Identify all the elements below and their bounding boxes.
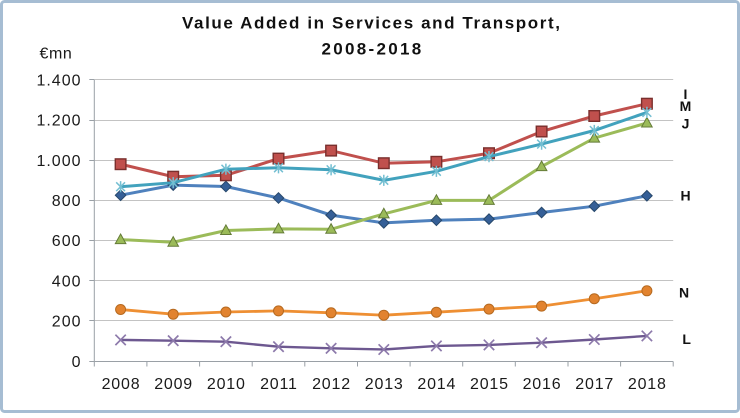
svg-text:200: 200: [52, 314, 82, 331]
svg-text:2018: 2018: [628, 376, 667, 393]
svg-text:2011: 2011: [260, 376, 298, 393]
svg-text:400: 400: [52, 273, 82, 290]
svg-text:2012: 2012: [312, 376, 351, 393]
svg-text:N: N: [679, 284, 689, 300]
svg-text:L: L: [682, 331, 691, 347]
svg-text:2010: 2010: [207, 376, 246, 393]
svg-text:1.200: 1.200: [36, 113, 81, 130]
svg-text:1.400: 1.400: [36, 72, 81, 89]
svg-text:0: 0: [72, 354, 82, 371]
svg-text:2013: 2013: [365, 376, 404, 393]
svg-text:2008-2018: 2008-2018: [322, 39, 424, 58]
svg-text:€mn: €mn: [40, 46, 73, 63]
svg-text:2015: 2015: [470, 376, 509, 393]
svg-text:800: 800: [52, 193, 82, 210]
svg-text:600: 600: [52, 233, 82, 250]
svg-text:2008: 2008: [102, 376, 141, 393]
svg-text:I: I: [684, 86, 688, 102]
svg-text:H: H: [680, 188, 690, 204]
svg-text:2016: 2016: [523, 376, 562, 393]
svg-text:M: M: [680, 98, 692, 114]
svg-text:Value Added in Services and Tr: Value Added in Services and Transport,: [182, 13, 562, 32]
svg-text:2014: 2014: [417, 376, 456, 393]
svg-text:J: J: [682, 116, 690, 132]
svg-text:2017: 2017: [575, 376, 614, 393]
svg-text:1.000: 1.000: [36, 153, 81, 170]
svg-text:2009: 2009: [154, 376, 193, 393]
